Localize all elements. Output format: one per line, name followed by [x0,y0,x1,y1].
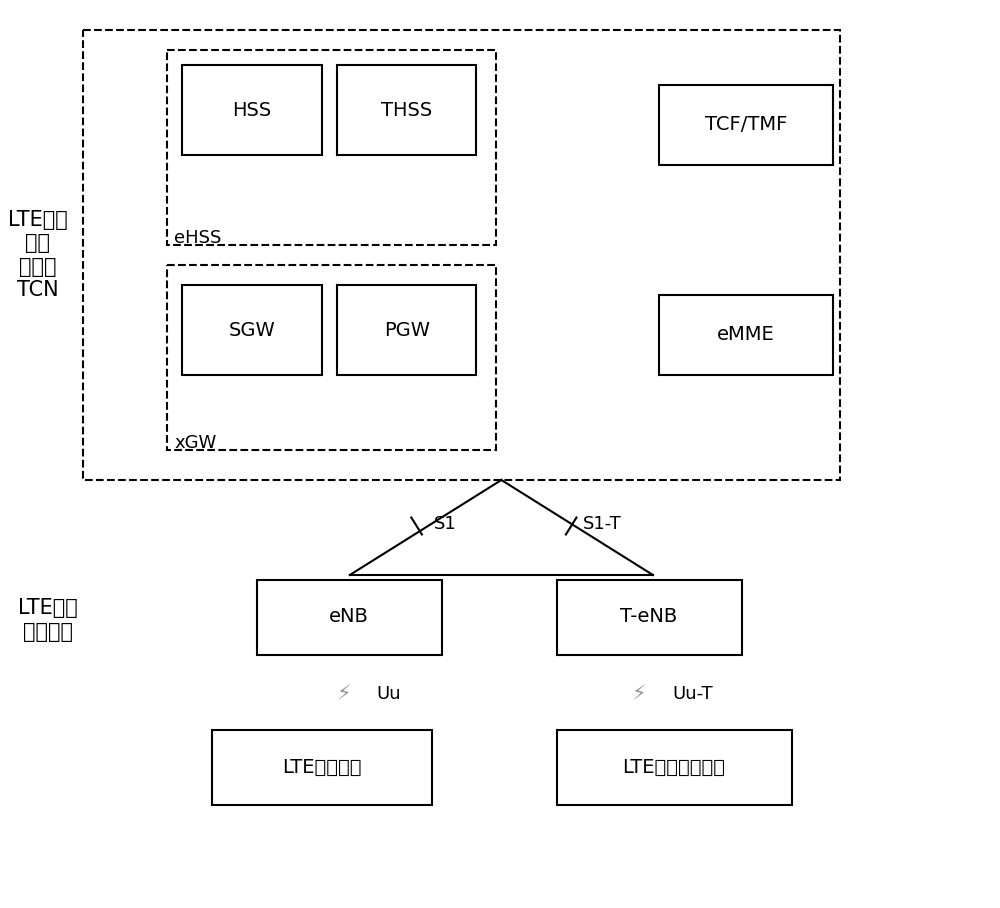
Bar [182,285,322,375]
Text: eMME: eMME [717,325,775,344]
Bar [337,285,476,375]
Text: HSS: HSS [232,101,272,120]
Text: LTE宿带
集群基站: LTE宿带 集群基站 [18,598,78,642]
Text: xGW: xGW [174,434,217,452]
Bar [557,580,742,655]
Bar [212,730,432,805]
Text: PGW: PGW [384,321,430,340]
Text: THSS: THSS [381,101,432,120]
Text: LTE宿带
集群
核心网
TCN: LTE宿带 集群 核心网 TCN [8,210,68,300]
Text: S1: S1 [434,515,456,533]
Bar [83,30,840,480]
Text: T-eNB: T-eNB [620,607,678,627]
Text: TCF/TMF: TCF/TMF [705,115,787,134]
Text: eHSS: eHSS [174,229,222,247]
Text: Uu: Uu [377,685,401,703]
Text: eNB: eNB [329,607,369,627]
Bar [257,580,442,655]
Bar [659,85,833,165]
Text: LTE宿带集群终端: LTE宿带集群终端 [622,757,725,776]
Bar [167,265,496,450]
Text: ⚡: ⚡ [632,684,646,704]
Bar [337,65,476,155]
Bar [182,65,322,155]
Text: S1-T: S1-T [583,515,622,533]
Bar [659,295,833,375]
Text: SGW: SGW [229,321,275,340]
Text: Uu-T: Uu-T [672,685,713,703]
Bar [167,50,496,245]
Bar [557,730,792,805]
Text: LTE数据终端: LTE数据终端 [282,757,362,776]
Text: ⚡: ⚡ [336,684,351,704]
